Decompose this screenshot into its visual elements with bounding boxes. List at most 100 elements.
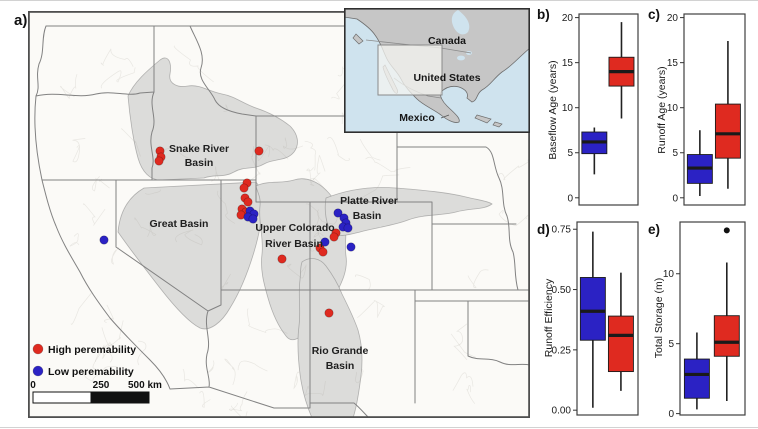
inset-label-united-states: United States <box>413 72 480 84</box>
terrain-ridge-line <box>224 358 236 386</box>
upper-colorado-basin-label-2: River Basin <box>265 238 323 250</box>
map-legend: High peremability Low peremability <box>32 343 136 378</box>
terrain-ridge-line <box>237 360 268 372</box>
site-marker-high-permeability <box>239 183 249 193</box>
box-low <box>683 358 710 399</box>
terrain-ridge-line <box>282 137 303 150</box>
box-high <box>714 103 741 159</box>
panel-e-label: e) <box>648 222 660 237</box>
panel-b-label: b) <box>537 7 550 22</box>
terrain-ridge-line <box>466 385 476 404</box>
y-axis-tick-label: 0 <box>668 409 674 420</box>
terrain-ridge-line <box>83 203 106 226</box>
y-axis-tick-label: 0.75 <box>552 225 572 236</box>
site-marker-low-permeability <box>248 214 258 224</box>
terrain-ridge-line <box>84 366 118 384</box>
terrain-ridge-line <box>287 263 307 279</box>
boxplot-panel-runoff-efficiency: d) Runoff Efficiency 0.00 0.25 0.50 0.75 <box>537 221 639 417</box>
terrain-ridge-line <box>264 144 289 160</box>
terrain-ridge-line <box>223 104 228 112</box>
terrain-ridge-line <box>217 190 236 224</box>
terrain-ridge-line <box>134 217 157 238</box>
terrain-ridge-line <box>359 138 381 161</box>
scale-bar-segment-white <box>32 391 92 404</box>
inset-frame <box>344 8 530 133</box>
terrain-ridge-line <box>309 154 326 186</box>
terrain-ridge-line <box>497 158 530 181</box>
inset-hudson-bay <box>451 10 470 35</box>
terrain-ridge-line <box>72 138 86 163</box>
y-axis-tick-label: 10 <box>667 103 679 114</box>
y-axis-tick-label: 0 <box>672 193 678 204</box>
figure-top-border <box>0 0 758 1</box>
terrain-ridge-line <box>100 48 134 67</box>
terrain-ridge-line <box>327 136 350 161</box>
inset-hispaniola <box>492 121 503 128</box>
outlier-point-high <box>723 227 730 234</box>
platte-river-basin-label: Platte River <box>340 195 398 207</box>
terrain-ridge-line <box>467 269 489 289</box>
terrain-ridge-line <box>316 209 338 225</box>
site-marker-high-permeability <box>329 232 339 242</box>
great-basin-label: Great Basin <box>150 218 209 230</box>
terrain-ridge-line <box>246 308 288 334</box>
terrain-ridge-line <box>199 390 211 408</box>
terrain-ridge-line <box>100 67 136 89</box>
inset-vancouver-island <box>352 33 364 45</box>
terrain-ridge-line <box>91 176 100 192</box>
terrain-ridge-line <box>305 203 324 238</box>
box-high <box>713 315 740 357</box>
map-frame <box>28 11 530 418</box>
terrain-ridge-line <box>111 246 119 265</box>
terrain-ridge-line <box>356 174 400 201</box>
terrain-ridge-line <box>70 292 92 325</box>
platte-river-basin-label-2: Basin <box>353 210 382 222</box>
terrain-ridge-line <box>95 327 113 362</box>
y-axis-tick-label: 0.50 <box>552 285 572 296</box>
terrain-ridge-line <box>137 340 147 366</box>
baseflow-age-axis-label: Baseflow Age (years) <box>547 60 559 159</box>
runoff-efficiency-axis-label: Runoff Efficiency <box>543 278 555 357</box>
boxplot-panel-total-storage: e) Total Storage (m) 0 5 10 <box>648 221 746 420</box>
y-axis-tick-label: 0 <box>567 193 573 204</box>
figure-bottom-border <box>0 427 758 428</box>
site-marker-high-permeability <box>324 308 334 318</box>
inset-mexico-leader-line <box>440 114 450 119</box>
rio-grande-basin-area <box>297 258 363 418</box>
site-marker-high-permeability <box>254 146 264 156</box>
plot-frame <box>578 13 639 206</box>
terrain-ridge-line <box>69 233 80 247</box>
inset-label-canada: Canada <box>428 35 466 47</box>
terrain-ridge-line <box>355 274 371 290</box>
baseflow-age-plot: 0 5 10 15 20 <box>562 13 639 206</box>
terrain-ridge-line <box>182 369 199 389</box>
y-axis-tick-label: 0.25 <box>552 345 572 356</box>
terrain-ridge-line <box>103 304 114 324</box>
site-marker-low-permeability <box>99 235 109 245</box>
terrain-ridge-line <box>304 140 317 171</box>
y-axis-tick-label: 10 <box>562 103 574 114</box>
inset-great-lakes <box>457 55 465 61</box>
y-axis-tick-label: 5 <box>672 148 678 159</box>
box-high <box>607 315 634 373</box>
basin-regions <box>117 57 493 418</box>
terrain-ridge-line <box>498 210 530 227</box>
site-marker-low-permeability <box>346 242 356 252</box>
basin-labels: Snake River Basin Great Basin Upper Colo… <box>150 143 398 372</box>
y-axis-tick-label: 15 <box>562 58 574 69</box>
state-boundaries <box>34 25 530 418</box>
panel-d-label: d) <box>537 222 550 237</box>
site-marker-low-permeability <box>343 223 353 233</box>
terrain-ridge-line <box>60 73 78 99</box>
panel-a-label: a) <box>14 12 28 29</box>
terrain-ridge-line <box>310 239 318 252</box>
terrain-ridge-line <box>309 231 324 249</box>
panel-c-label: c) <box>648 7 660 22</box>
legend-dot-low-permeability <box>32 365 44 377</box>
terrain-ridge-line <box>310 177 327 192</box>
study-area-map: Snake River Basin Great Basin Upper Colo… <box>28 11 530 418</box>
y-axis-tick-label: 5 <box>567 148 573 159</box>
site-marker-high-permeability <box>277 254 287 264</box>
site-marker-high-permeability <box>154 156 164 166</box>
scale-tick-500: 500 km <box>128 380 162 391</box>
